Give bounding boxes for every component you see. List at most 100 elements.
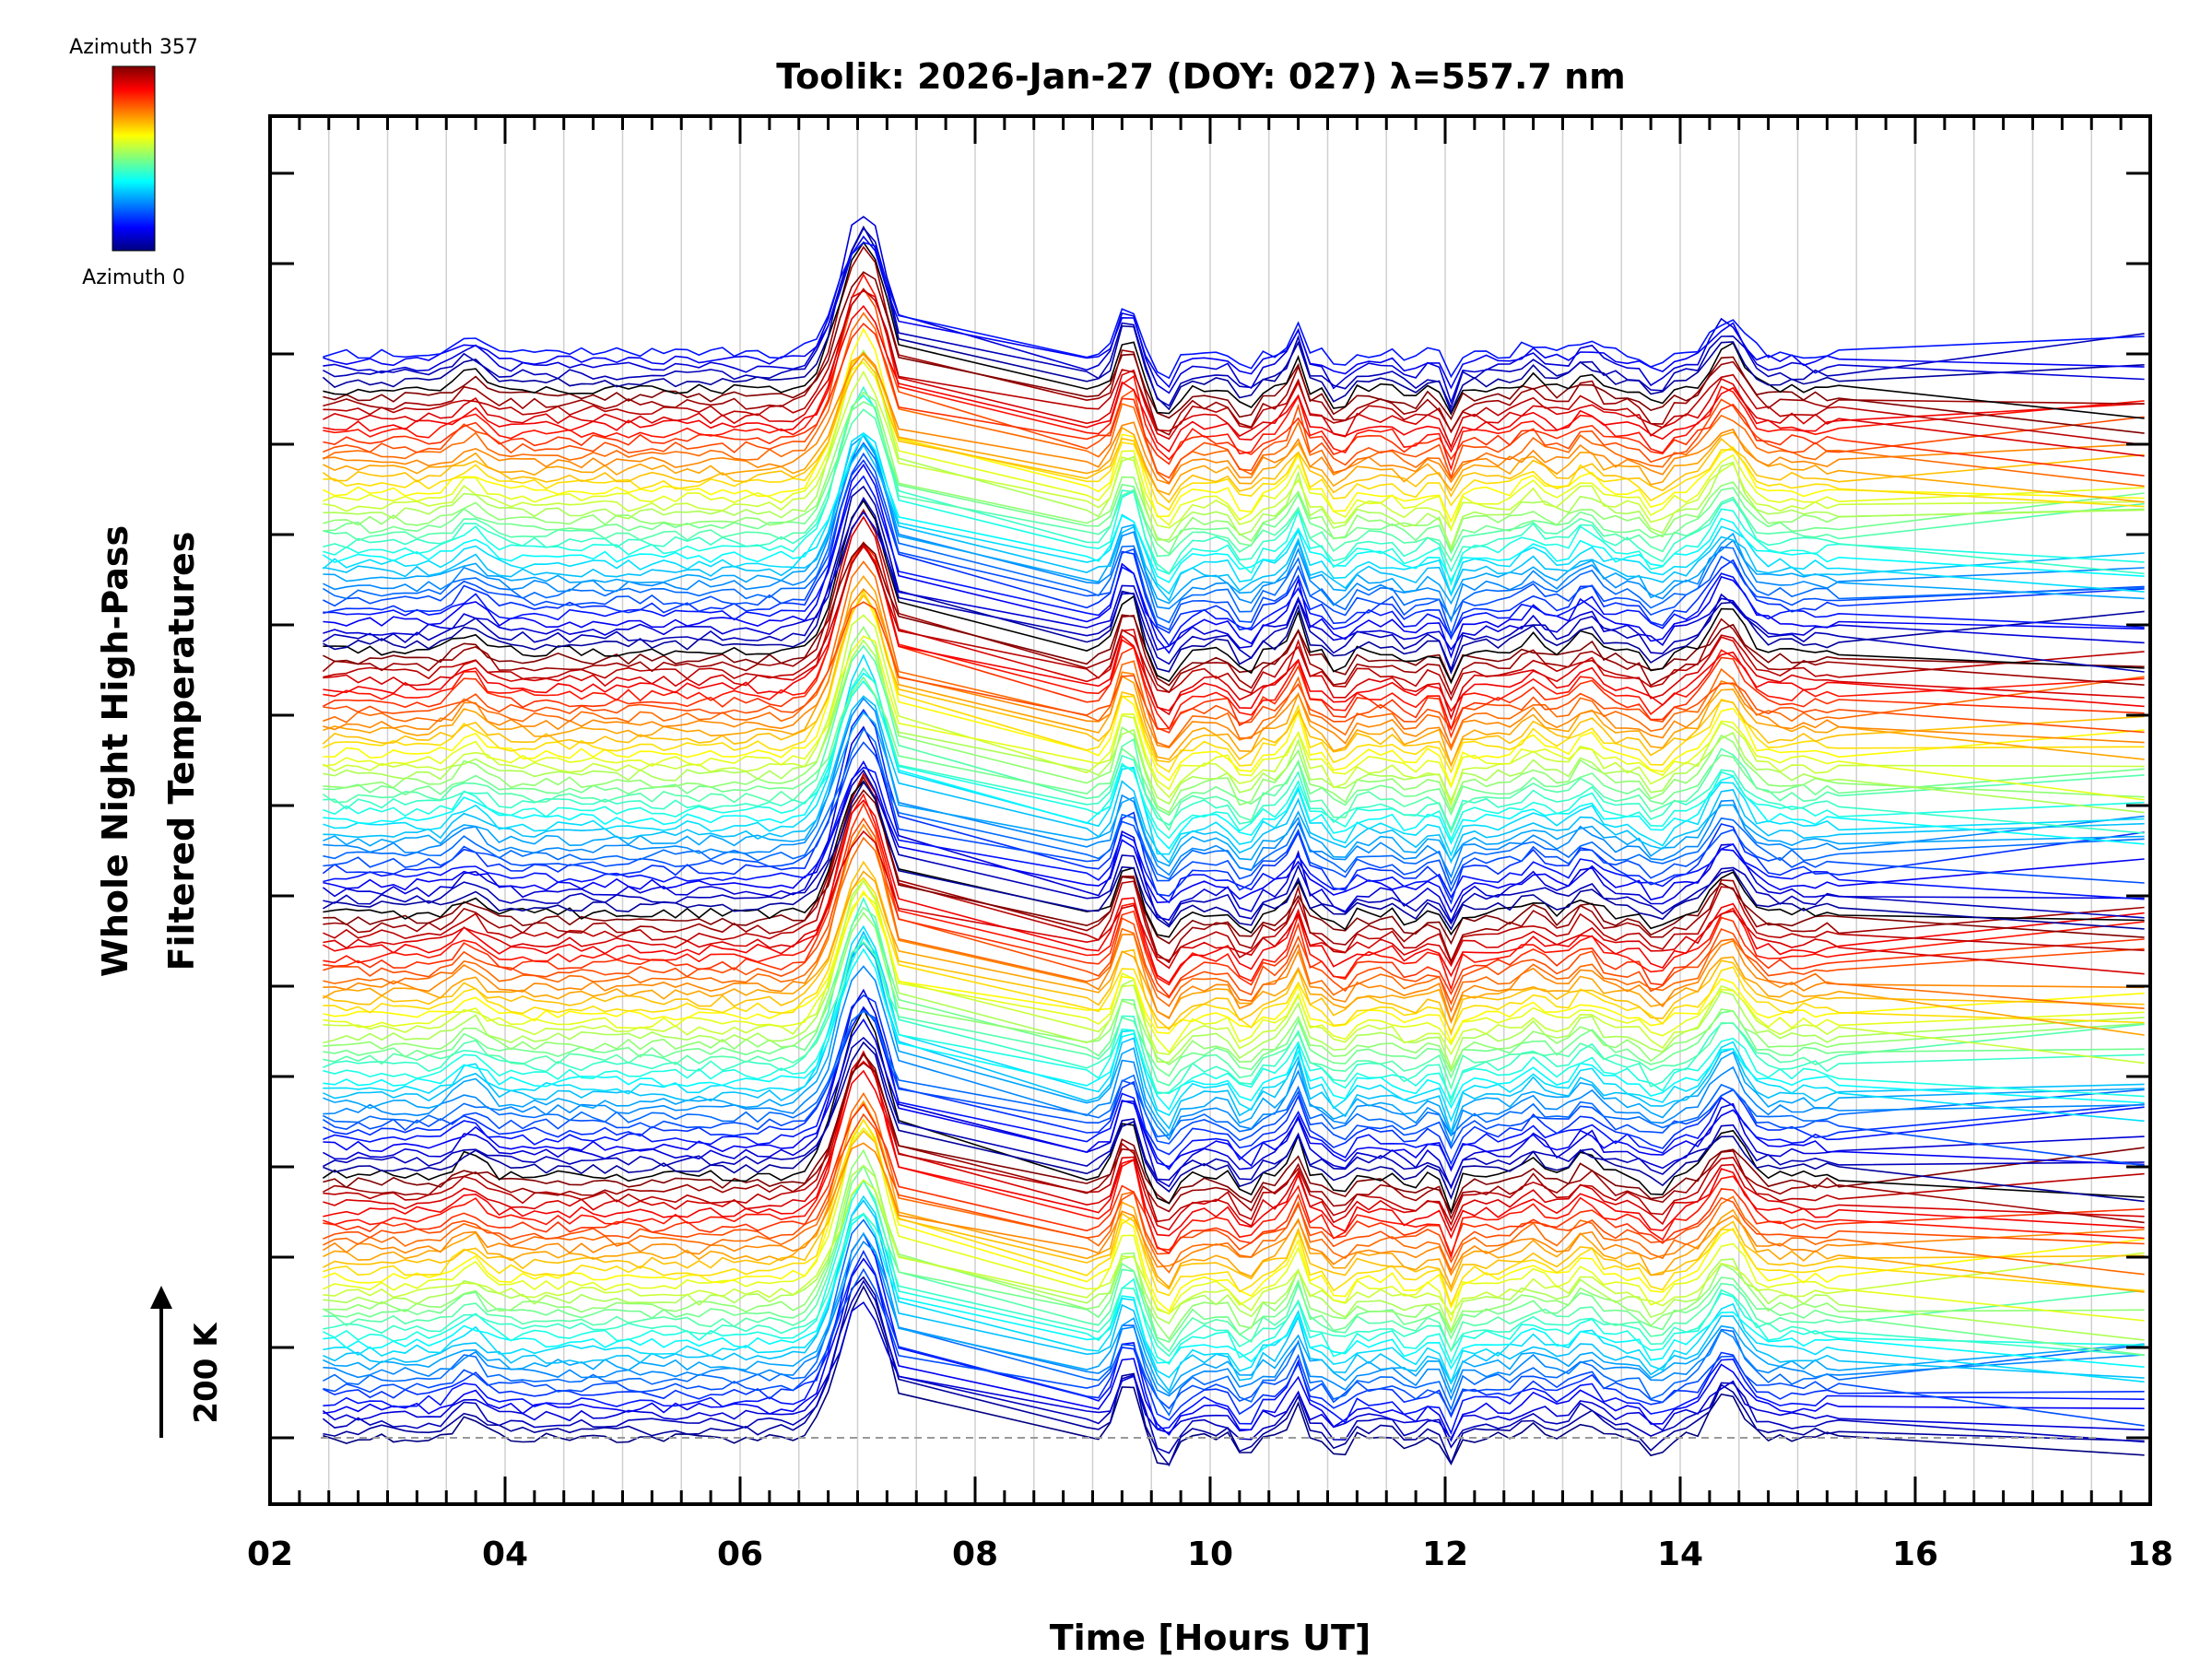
series-line	[323, 353, 2145, 503]
series-line	[323, 452, 2145, 637]
series-line	[323, 327, 2145, 524]
series-line	[323, 935, 2145, 1100]
x-tick-label: 06	[717, 1535, 763, 1573]
series-line	[323, 799, 2145, 984]
series-line	[322, 508, 2145, 696]
series-line	[323, 695, 2145, 865]
series-line	[323, 575, 2145, 768]
chart-title: Toolik: 2026-Jan-27 (DOY: 027) λ=557.7 n…	[776, 56, 1625, 97]
series-line	[323, 1112, 2145, 1264]
series-line	[323, 727, 2145, 887]
y-axis-label-line2: Filtered Temperatures	[161, 532, 202, 971]
series-line	[323, 988, 2145, 1190]
series-line	[323, 271, 2145, 434]
series-line	[323, 897, 2145, 1105]
series-line	[323, 401, 2145, 556]
series-line	[323, 541, 2145, 739]
series-line	[323, 653, 2145, 857]
series-line	[323, 836, 2145, 1014]
series-line	[323, 304, 2145, 453]
series-line	[323, 351, 2145, 485]
series-line	[323, 361, 2145, 533]
series-line	[323, 1148, 2145, 1341]
series-line	[323, 889, 2145, 1044]
series-line	[322, 1007, 2145, 1215]
series-line	[323, 394, 2145, 587]
series-line	[323, 1050, 2145, 1233]
series-line	[323, 771, 2145, 965]
series-line	[323, 1250, 2145, 1421]
series-line	[323, 499, 2145, 685]
series-line	[323, 245, 2145, 436]
colorbar-label-bottom: Azimuth 0	[82, 266, 185, 289]
series-line	[323, 823, 2145, 1024]
series-line	[323, 1118, 2145, 1312]
series-line	[323, 625, 2145, 814]
series-line	[323, 1006, 2145, 1171]
series-line	[323, 485, 2145, 675]
series-line	[323, 965, 2145, 1147]
series-line	[323, 1218, 2145, 1417]
series-line	[323, 697, 2145, 879]
series-line	[323, 431, 2145, 623]
series-line	[322, 441, 2145, 624]
series-line	[323, 1180, 2145, 1353]
y-axis-label-line1: Whole Night High-Pass	[95, 525, 135, 977]
x-tick-label: 16	[1892, 1535, 1938, 1573]
series-line	[323, 924, 2145, 1123]
series-line	[323, 287, 2145, 480]
series-line	[323, 587, 2145, 752]
series-line	[323, 1164, 2145, 1356]
series-line	[322, 432, 2145, 597]
series-line	[323, 1164, 2145, 1341]
series-line	[323, 781, 2145, 931]
series-line	[323, 273, 2145, 472]
axes-frame	[268, 114, 2152, 1506]
series-line	[323, 1179, 2145, 1365]
series-line	[323, 1231, 2145, 1395]
series-line	[323, 802, 2145, 998]
series-line	[323, 760, 2145, 913]
series-line	[323, 1053, 2145, 1227]
series-line	[323, 463, 2145, 659]
series-line	[322, 1010, 2145, 1167]
series-line	[323, 1212, 2145, 1358]
series-line	[323, 1199, 2145, 1393]
series-line	[323, 1060, 2145, 1260]
series-line	[322, 594, 2145, 768]
series-line	[323, 941, 2145, 1137]
series-line	[323, 635, 2145, 801]
scale-bar-label: 200 K	[188, 1322, 225, 1424]
x-axis-label: Time [Hours UT]	[1050, 1618, 1371, 1658]
series-line	[323, 912, 2145, 1074]
series-line	[323, 475, 2145, 647]
series-line	[322, 225, 2145, 414]
x-tick-labels: 02 04 06 08 10 12 14 16 18	[247, 1535, 2173, 1573]
series-group	[322, 216, 2145, 1467]
series-line	[323, 1257, 2145, 1442]
scale-bar: 200 K	[150, 1286, 225, 1438]
scale-arrow-head	[150, 1286, 172, 1309]
series-line	[323, 1100, 2145, 1293]
series-line	[323, 1240, 2145, 1401]
series-line	[323, 879, 2145, 1065]
series-line	[323, 289, 2145, 457]
x-tick-label: 04	[482, 1535, 528, 1573]
series-line	[323, 775, 2145, 964]
series-line	[322, 432, 2145, 583]
series-line	[323, 227, 2145, 410]
series-line	[323, 892, 2145, 1053]
series-line	[323, 288, 2145, 446]
colorbar: Azimuth 357 Azimuth 0	[69, 36, 198, 289]
series-line	[323, 241, 2145, 419]
series-line	[323, 1041, 2145, 1203]
series-line	[323, 459, 2145, 641]
series-line	[323, 443, 2145, 602]
series-line	[323, 391, 2145, 553]
series-line	[323, 235, 2145, 390]
series-line	[322, 496, 2145, 673]
colorbar-gradient	[112, 65, 156, 252]
series-line	[323, 1052, 2145, 1215]
series-line	[323, 1062, 2145, 1224]
series-line	[323, 434, 2145, 606]
